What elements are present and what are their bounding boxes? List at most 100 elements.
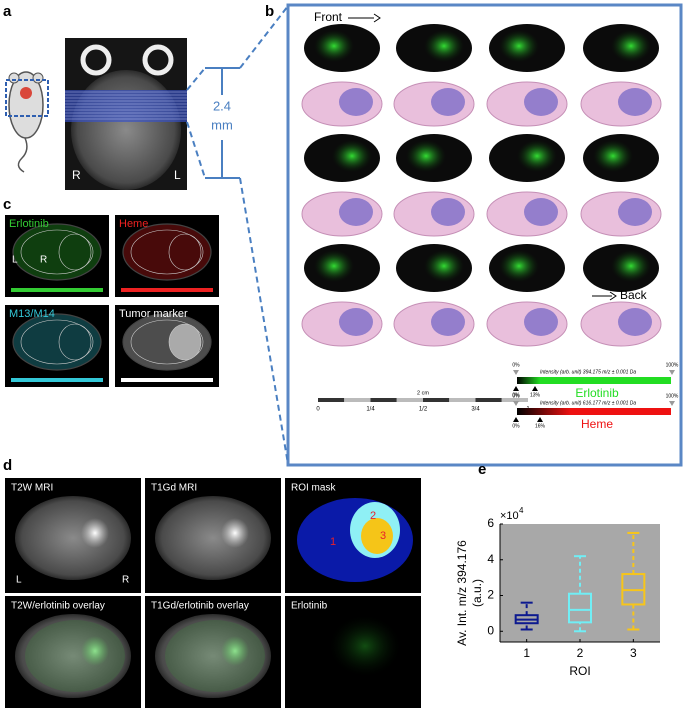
side-label: R bbox=[40, 255, 47, 266]
msi-contour bbox=[58, 323, 92, 361]
mri-label: L bbox=[174, 168, 181, 182]
erlotinib-map bbox=[330, 616, 400, 676]
side-label: L bbox=[16, 575, 22, 586]
dashed-connector bbox=[186, 67, 206, 91]
tile-label: T1Gd/erlotinib overlay bbox=[151, 601, 249, 612]
dashed-connector bbox=[186, 121, 206, 179]
panel-label: c bbox=[3, 196, 11, 213]
tile-label: Erlotinib bbox=[291, 601, 328, 612]
mouse-ear bbox=[8, 72, 20, 84]
he-tumor bbox=[431, 308, 465, 336]
dashed-connector bbox=[239, 177, 289, 465]
maldi-erlotinib bbox=[517, 140, 557, 172]
tumor bbox=[221, 636, 249, 666]
tick-triangle bbox=[513, 370, 519, 375]
y-multiplier-exponent: 4 bbox=[519, 506, 524, 515]
x-axis-label: ROI bbox=[569, 664, 590, 678]
tile-label: Erlotinib bbox=[9, 218, 49, 230]
panel-b-frame bbox=[286, 3, 683, 467]
box bbox=[568, 592, 592, 624]
tile-label: T1Gd MRI bbox=[151, 483, 197, 494]
y-axis-unit: (a.u.) bbox=[470, 579, 484, 607]
msi-contour bbox=[58, 233, 92, 271]
maldi-erlotinib bbox=[332, 140, 372, 172]
scale-tick: 1/4 bbox=[366, 407, 375, 413]
mouse-ear bbox=[32, 72, 44, 84]
scale-segment bbox=[475, 398, 502, 402]
y-tick-label: 2 bbox=[487, 588, 494, 602]
msi-contour bbox=[168, 233, 202, 271]
side-label: R bbox=[374, 71, 381, 82]
thickness-value: 2.4 bbox=[213, 98, 231, 113]
brain bbox=[155, 614, 271, 698]
mouse-tail bbox=[17, 137, 28, 173]
overlay bbox=[165, 620, 265, 692]
scale-segment bbox=[449, 398, 476, 402]
msi-colorbar bbox=[121, 288, 213, 292]
he-tumor bbox=[524, 308, 558, 336]
mri-eye bbox=[142, 44, 174, 76]
y-tick-label: 4 bbox=[487, 552, 494, 566]
tile-label: T2W/erlotinib overlay bbox=[11, 601, 105, 612]
maldi-erlotinib bbox=[499, 250, 539, 282]
msi-colorbar bbox=[121, 378, 213, 382]
colorbar-tick: 16% bbox=[535, 423, 546, 429]
x-tick-label: 1 bbox=[523, 646, 530, 660]
msi-contour bbox=[168, 323, 202, 361]
side-label: L bbox=[12, 255, 18, 266]
scale-segment bbox=[344, 398, 371, 402]
scale-tick: 1/2 bbox=[419, 407, 428, 413]
colorbar-tick: 0% bbox=[512, 362, 520, 368]
y-axis-label: Av. Int. m/z 394.176 bbox=[455, 540, 469, 646]
scale-segment bbox=[396, 398, 423, 402]
maldi-erlotinib bbox=[406, 140, 446, 172]
tumor bbox=[221, 518, 249, 548]
overlay bbox=[25, 620, 125, 692]
arrowhead bbox=[373, 13, 381, 23]
maldi-erlotinib bbox=[424, 30, 464, 62]
tick-triangle bbox=[532, 386, 538, 391]
scale-segment bbox=[423, 398, 450, 402]
y-tick-label: 0 bbox=[487, 623, 494, 637]
tile-label: M13/M14 bbox=[9, 308, 55, 320]
roi-label: 3 bbox=[380, 530, 386, 542]
he-tumor bbox=[618, 88, 652, 116]
colorbar-label: Heme bbox=[581, 417, 613, 431]
msi-tile bbox=[115, 215, 219, 297]
maldi-erlotinib bbox=[314, 250, 354, 282]
he-tumor bbox=[339, 88, 373, 116]
colorbar-tick: 100% bbox=[666, 393, 679, 399]
maldi-erlotinib bbox=[499, 30, 539, 62]
mri-label: R bbox=[72, 168, 81, 182]
slice-box bbox=[5, 79, 49, 117]
tumor bbox=[81, 636, 109, 666]
x-tick-label: 3 bbox=[630, 646, 637, 660]
tick-triangle bbox=[669, 401, 675, 406]
colorbar-caption: Intensity (arb. unit) 394.175 m/z ± 0.00… bbox=[540, 369, 636, 375]
dashed-connector bbox=[239, 5, 289, 69]
tile-label: Heme bbox=[119, 218, 148, 230]
msi-contour bbox=[130, 319, 204, 365]
msi-section bbox=[12, 313, 102, 371]
msi-section bbox=[12, 223, 102, 281]
mouse-tumor bbox=[20, 87, 32, 99]
he-tumor bbox=[618, 308, 652, 336]
y-multiplier: ×10 bbox=[500, 510, 519, 522]
tumor bbox=[81, 518, 109, 548]
colorbar-tick: 0% bbox=[512, 393, 520, 399]
panel-label: d bbox=[3, 457, 12, 474]
tick-triangle bbox=[513, 417, 519, 422]
tick-triangle bbox=[537, 417, 543, 422]
color-bar bbox=[517, 377, 671, 384]
thickness-unit: mm bbox=[211, 117, 233, 132]
side-label: L bbox=[316, 71, 322, 82]
colorbar-label: Erlotinib bbox=[575, 386, 619, 400]
msi-tile bbox=[115, 305, 219, 387]
arrowhead bbox=[609, 291, 617, 301]
tile-label: Tumor marker bbox=[119, 308, 188, 320]
panel-label: a bbox=[3, 3, 12, 20]
colorbar-tick: 13% bbox=[530, 392, 541, 398]
y-tick-label: 6 bbox=[487, 516, 494, 530]
maldi-erlotinib bbox=[424, 250, 464, 282]
